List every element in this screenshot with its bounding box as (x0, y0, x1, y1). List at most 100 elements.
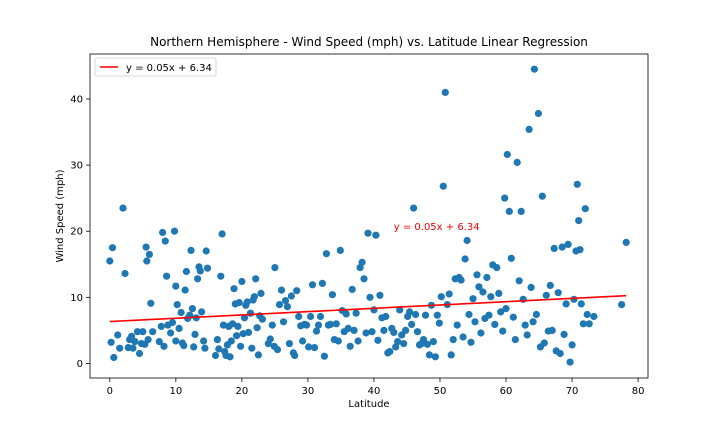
data-point (501, 194, 509, 202)
data-point (201, 344, 209, 352)
data-point (550, 244, 558, 252)
data-point (116, 344, 124, 352)
data-point (285, 340, 293, 348)
data-point (218, 230, 226, 238)
y-tick-label: 20 (70, 227, 83, 238)
x-tick-label: 60 (500, 386, 513, 397)
y-tick-label: 30 (70, 161, 83, 172)
data-point (305, 343, 313, 351)
data-point (275, 301, 284, 309)
data-point (433, 311, 441, 319)
regression-annotation: y = 0.05x + 6.34 (394, 222, 480, 233)
data-point (187, 246, 195, 254)
data-point (471, 318, 479, 326)
data-point (548, 326, 556, 334)
data-point (483, 273, 491, 282)
data-point (133, 328, 142, 336)
data-point (570, 295, 578, 303)
x-tick-label: 30 (302, 386, 315, 397)
data-point (475, 283, 483, 291)
data-point (167, 329, 175, 337)
data-point (421, 311, 430, 319)
data-point (182, 267, 190, 276)
data-point (142, 243, 150, 251)
data-point (380, 326, 388, 334)
data-point (135, 349, 144, 358)
data-point (237, 342, 245, 350)
data-point (583, 310, 591, 319)
data-point (191, 330, 199, 338)
data-point (253, 324, 261, 332)
data-point (469, 295, 477, 303)
data-point (257, 289, 265, 297)
data-point (431, 353, 439, 361)
data-point (493, 264, 501, 272)
data-point (495, 289, 503, 297)
data-point (172, 337, 180, 345)
data-point (273, 346, 282, 354)
data-point (441, 88, 449, 96)
data-point (160, 342, 168, 350)
data-point (303, 321, 311, 329)
data-point (173, 301, 181, 309)
data-point (350, 326, 358, 334)
data-point (575, 217, 583, 225)
data-point (200, 337, 208, 345)
data-point (119, 204, 127, 212)
data-point (374, 336, 382, 344)
data-point (425, 351, 433, 359)
data-point (287, 292, 295, 300)
data-point (511, 336, 519, 344)
data-point (143, 257, 151, 265)
data-point (194, 275, 202, 283)
data-point (521, 321, 529, 329)
data-point (564, 240, 572, 248)
data-points (106, 65, 630, 366)
data-point (295, 312, 303, 321)
data-point (394, 338, 402, 346)
regression-line-layer (109, 294, 627, 323)
data-point (233, 332, 241, 340)
data-point (144, 336, 152, 344)
data-point (517, 207, 525, 215)
data-point (244, 328, 253, 336)
data-point (299, 337, 307, 345)
data-point (400, 340, 408, 348)
data-point (190, 343, 198, 351)
data-point (318, 279, 326, 287)
data-point (515, 277, 523, 285)
data-point (457, 276, 465, 284)
data-point (254, 351, 262, 359)
data-point (499, 327, 507, 335)
x-tick-label: 10 (169, 386, 182, 397)
data-point (230, 285, 238, 293)
data-point (310, 344, 319, 352)
data-point (279, 318, 288, 326)
data-point (268, 321, 276, 329)
data-point (348, 285, 356, 293)
data-point (283, 303, 291, 311)
chart-title: Northern Hemisphere - Wind Speed (mph) v… (150, 35, 588, 49)
data-point (408, 320, 416, 328)
data-point (376, 291, 384, 299)
data-point (106, 257, 114, 265)
data-point (396, 306, 404, 314)
data-point (211, 351, 220, 360)
data-point (181, 286, 189, 294)
data-point (525, 125, 533, 133)
data-point (542, 291, 550, 299)
data-point (509, 313, 517, 321)
y-tick-label: 0 (77, 359, 83, 370)
data-point (461, 255, 469, 263)
x-tick-label: 20 (236, 386, 249, 397)
data-point (435, 319, 443, 327)
data-point (188, 305, 196, 313)
data-point (114, 331, 122, 339)
data-point (364, 229, 372, 237)
data-point (246, 309, 255, 317)
x-tick-label: 50 (434, 386, 447, 397)
data-point (413, 328, 422, 336)
data-point (196, 267, 204, 275)
data-point (170, 227, 179, 235)
